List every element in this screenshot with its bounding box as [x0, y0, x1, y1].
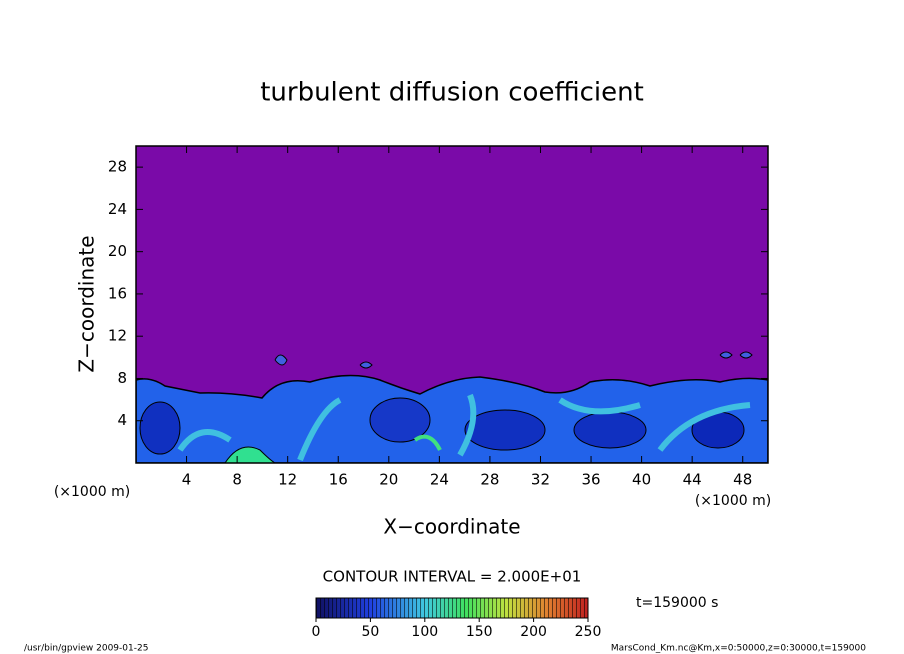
colorbar-tick-label: 150: [466, 624, 493, 640]
colorbar-tick-label: 0: [312, 624, 321, 640]
x-tick-label: 20: [379, 471, 398, 489]
y-tick-label: 4: [117, 411, 127, 429]
x-tick-label: 8: [232, 471, 242, 489]
colorbar-tick-label: 100: [411, 624, 438, 640]
colorbar-tick-label: 50: [361, 624, 379, 640]
x-tick-label: 28: [480, 471, 499, 489]
y-tick-label: 16: [108, 284, 127, 302]
x-axis-label: X−coordinate: [383, 515, 520, 539]
y-tick-label: 20: [108, 242, 127, 260]
colorbar-tick-label: 200: [520, 624, 547, 640]
colorbar-tick-label: 250: [575, 624, 602, 640]
contour-interval: CONTOUR INTERVAL = 2.000E+01: [323, 568, 582, 586]
colorbar-frame: [315, 597, 589, 619]
y-tick-label: 12: [108, 327, 127, 345]
x-tick-label: 24: [430, 471, 449, 489]
time-label: t=159000 s: [636, 595, 718, 611]
plot-frame: [135, 145, 769, 464]
x-tick-label: 48: [733, 471, 752, 489]
x-tick-label: 36: [581, 471, 600, 489]
footer-right: MarsCond_Km.nc@Km,x=0:50000,z=0:30000,t=…: [611, 644, 866, 654]
x-tick-label: 16: [329, 471, 348, 489]
axis-unit: (×1000 m): [54, 484, 130, 500]
y-tick-label: 28: [108, 158, 127, 176]
y-axis-label: Z−coordinate: [75, 235, 99, 372]
axis-unit: (×1000 m): [695, 493, 771, 509]
x-tick-label: 40: [632, 471, 651, 489]
contour-field: [136, 146, 768, 463]
footer-left: /usr/bin/gpview 2009-01-25: [24, 644, 148, 654]
x-tick-label: 44: [683, 471, 702, 489]
x-tick-label: 4: [182, 471, 192, 489]
y-tick-label: 8: [117, 369, 127, 387]
chart-title: turbulent diffusion coefficient: [260, 78, 644, 108]
x-tick-label: 32: [531, 471, 550, 489]
x-tick-label: 12: [278, 471, 297, 489]
y-tick-label: 24: [108, 200, 127, 218]
